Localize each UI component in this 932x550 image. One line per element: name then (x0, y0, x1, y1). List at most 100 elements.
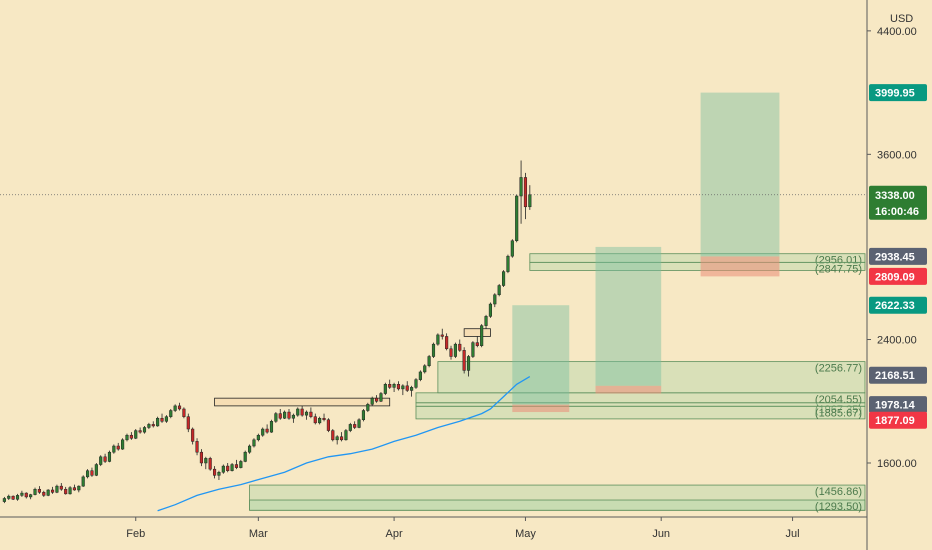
price-tag-text: 2938.45 (875, 251, 915, 263)
candle-body (501, 271, 506, 286)
candle-body (15, 495, 20, 500)
range-box (463, 328, 491, 337)
price-tag-text: 3999.95 (875, 88, 915, 100)
candle-body (361, 410, 366, 421)
price-tag-bg (869, 366, 927, 384)
price-tag-text: 1978.14 (875, 400, 916, 412)
candle-body (296, 408, 300, 416)
zone-label: (1293.50) (815, 501, 862, 513)
candle-body (191, 428, 195, 442)
candle-body (291, 414, 295, 419)
candle-body (388, 384, 392, 388)
candle-body (239, 461, 243, 468)
candle-body (103, 456, 107, 462)
candle-body (370, 397, 374, 405)
price-tag-bg (869, 84, 927, 102)
candle-body (50, 489, 55, 493)
candle-body (86, 470, 90, 478)
candle-body (134, 430, 138, 439)
candle-body (107, 451, 112, 462)
candle-body (348, 424, 352, 431)
candle-body (339, 436, 344, 441)
candle-body (515, 195, 519, 242)
candle-body (129, 434, 133, 439)
candle-body (375, 397, 379, 402)
zone-rect (249, 499, 866, 511)
price-tag-text: 2622.33 (875, 300, 915, 312)
moving-average-layer (157, 376, 531, 512)
candle-body (287, 411, 291, 419)
candle-body (142, 427, 147, 433)
candle-body (81, 476, 85, 487)
candle-body (90, 470, 94, 476)
candle-body (151, 424, 155, 427)
candle-body (195, 441, 199, 453)
countdown-text: 16:00:46 (875, 206, 919, 218)
candle-body (331, 430, 335, 441)
zones-layer: (2956.01)(2847.75)(2256.77)(2054.55)(196… (249, 253, 866, 513)
candle-body (20, 492, 24, 496)
candle-body (208, 458, 212, 470)
candle-body (326, 419, 330, 431)
candle-body (471, 342, 475, 357)
candle-body (147, 424, 151, 428)
axes-layer: USD (0, 0, 913, 550)
candle-body (160, 417, 164, 422)
zone-rect (415, 402, 866, 407)
price-tag-bg (869, 411, 927, 429)
candle-body (116, 445, 120, 450)
candle-body (29, 494, 33, 498)
price-tag-bg (869, 247, 927, 265)
position-target-area (700, 92, 780, 257)
candle-body (212, 468, 217, 476)
currency-label: USD (890, 13, 913, 25)
candle-body (453, 343, 457, 357)
current-price-tag-bg (869, 185, 927, 220)
candle-body (436, 334, 440, 345)
candle-body (392, 384, 396, 388)
candle-body (357, 419, 361, 428)
candle-body (2, 498, 6, 502)
candle-body (243, 451, 247, 462)
time-tick-label: Jun (652, 528, 670, 540)
candle-body (11, 495, 15, 500)
time-tick-label: Apr (386, 528, 403, 540)
candle-body (248, 445, 252, 453)
candle-body (401, 385, 405, 390)
candle-body (396, 384, 401, 390)
time-ticks-layer: Feb Mar Apr May Jun Jul (126, 517, 800, 540)
time-tick-label: Jul (786, 528, 800, 540)
candle-body (431, 343, 436, 357)
price-tag-text: 2809.09 (875, 271, 915, 283)
candle-body (458, 343, 462, 351)
candle-body (55, 485, 59, 493)
candle-body (169, 410, 173, 417)
candle-body (72, 487, 77, 491)
candle-body (405, 385, 409, 391)
candle-body (449, 348, 453, 357)
price-tag-bg (869, 396, 927, 414)
candles-layer (2, 160, 532, 504)
zone-label: (1967.35) (815, 404, 862, 416)
zone-rect (249, 484, 866, 511)
candle-body (112, 445, 116, 453)
candle-body (217, 471, 221, 476)
price-tag-bg (869, 267, 927, 285)
price-tick-label: 4400.00 (877, 26, 917, 38)
zone-label: (2956.01) (815, 255, 862, 267)
candle-body (156, 417, 160, 427)
candle-body (221, 465, 225, 473)
candle-body (138, 430, 142, 433)
candle-body (46, 489, 50, 496)
price-tag-text: 1877.09 (875, 415, 915, 427)
candle-body (173, 405, 177, 411)
candle-body (265, 428, 269, 433)
candle-body (59, 485, 63, 490)
candle-body (418, 371, 422, 380)
candle-body (322, 417, 326, 421)
candle-body (462, 350, 466, 371)
positions-layer (512, 92, 780, 413)
